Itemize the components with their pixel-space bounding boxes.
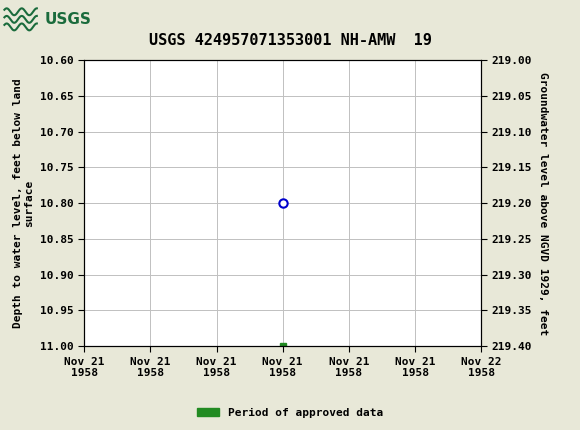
- Legend: Period of approved data: Period of approved data: [193, 403, 387, 422]
- Text: USGS 424957071353001 NH-AMW  19: USGS 424957071353001 NH-AMW 19: [148, 34, 432, 48]
- Y-axis label: Groundwater level above NGVD 1929, feet: Groundwater level above NGVD 1929, feet: [538, 71, 548, 335]
- Text: USGS: USGS: [45, 12, 91, 27]
- Y-axis label: Depth to water level, feet below land
surface: Depth to water level, feet below land su…: [13, 78, 34, 328]
